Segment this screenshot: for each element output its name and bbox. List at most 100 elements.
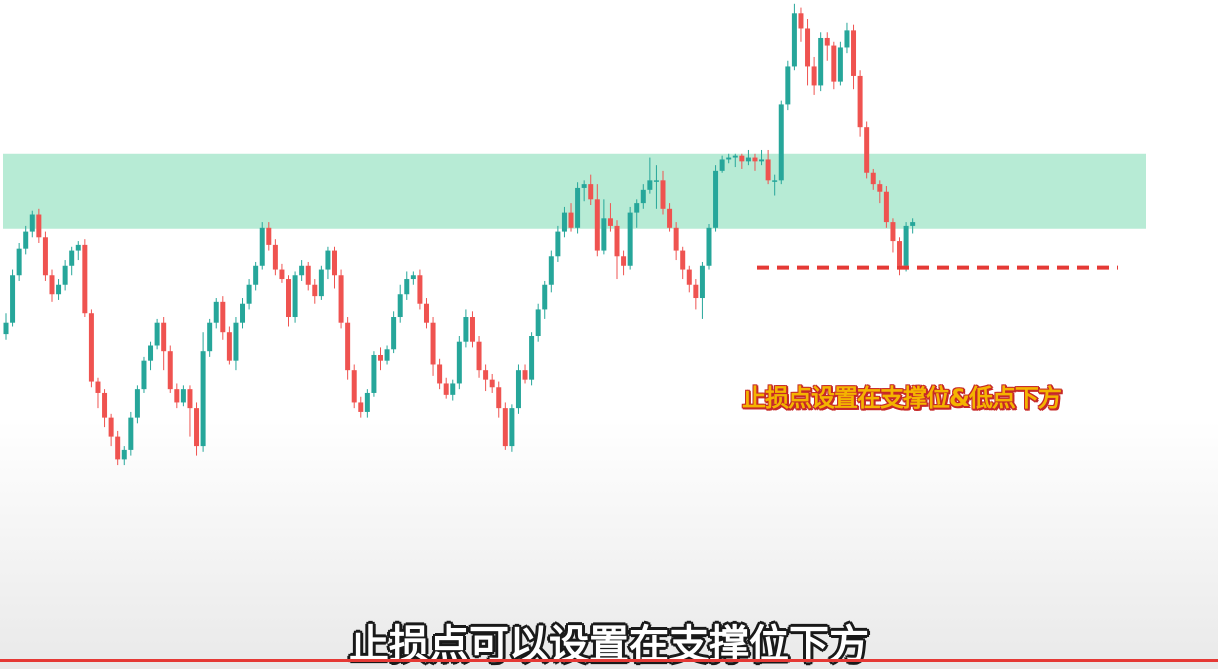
candle-body (121, 449, 127, 460)
candle (824, 32, 830, 61)
candle-body (864, 127, 870, 173)
candle (279, 263, 285, 283)
candle (325, 246, 331, 280)
candle-body (220, 301, 226, 333)
candle-body (870, 172, 876, 185)
candle (95, 377, 101, 409)
candle-body (555, 231, 561, 257)
candle-body (292, 275, 298, 318)
candle-body (187, 389, 193, 409)
candle (410, 271, 416, 285)
candle (726, 153, 732, 164)
candle-body (154, 322, 160, 346)
candle-body (253, 265, 259, 285)
candle (154, 318, 160, 350)
candle (476, 336, 482, 378)
candle-body (483, 370, 489, 380)
candle (548, 250, 554, 293)
candle-body (713, 170, 719, 228)
candle-body (752, 157, 758, 162)
candle (49, 269, 55, 302)
candle-body (200, 351, 206, 447)
candle-body (95, 381, 101, 393)
candle (607, 203, 613, 232)
candle-body (785, 66, 791, 105)
candle (272, 239, 278, 276)
candle-body (739, 155, 745, 162)
candle (358, 396, 364, 418)
candle (16, 242, 22, 281)
candle (213, 298, 219, 329)
candle (594, 184, 600, 257)
candle (857, 70, 863, 137)
candle-body (246, 284, 252, 304)
candle (115, 430, 121, 466)
candle-body (818, 37, 824, 86)
candle (318, 265, 324, 300)
candle (818, 32, 824, 92)
candle (489, 373, 495, 393)
candle-body (82, 244, 88, 314)
candle (713, 165, 719, 232)
candle (29, 210, 35, 238)
video-progress-fill (0, 659, 1218, 662)
candle-body (851, 30, 857, 76)
candle-body (377, 354, 383, 361)
candle (555, 225, 561, 262)
candle (772, 174, 778, 196)
candle (180, 385, 186, 407)
candle-body (213, 301, 219, 323)
candle-body (910, 222, 916, 226)
candle (299, 260, 305, 281)
candle-body (706, 227, 712, 266)
candle (207, 318, 213, 357)
candle-body (627, 212, 633, 266)
candle-body (69, 250, 75, 266)
candle (535, 303, 541, 342)
candle (483, 364, 489, 392)
candle-body (148, 345, 154, 361)
candle-body (312, 284, 318, 297)
candle (82, 239, 88, 318)
candle (463, 309, 469, 348)
candle-body (634, 203, 640, 213)
candle (397, 284, 403, 323)
candle-body (62, 265, 68, 285)
candle (36, 208, 42, 243)
candle (601, 199, 607, 255)
candle (233, 317, 239, 371)
candle (62, 260, 68, 291)
candle-body (345, 322, 351, 371)
candle-body (581, 184, 587, 188)
candle (377, 347, 383, 371)
candle-body (515, 370, 521, 409)
candle (75, 241, 81, 261)
candle-body (824, 37, 830, 46)
candle (686, 265, 692, 293)
candle-body (765, 159, 771, 181)
candle-body (542, 284, 548, 310)
candle-body (443, 383, 449, 395)
candle (292, 271, 298, 323)
candle-body (29, 214, 35, 232)
candle-body (890, 222, 896, 242)
candle-body (36, 214, 42, 238)
candle-body (653, 180, 659, 182)
candle-body (240, 303, 246, 323)
candle-body (102, 392, 108, 418)
candle-body (141, 360, 147, 390)
candle-body (621, 256, 627, 266)
candle-body (640, 189, 646, 204)
candle (660, 170, 666, 215)
candle (844, 22, 850, 54)
candle (864, 121, 870, 179)
candle (246, 279, 252, 310)
stop-loss-annotation: 止损点设置在支撑位&低点下方 (742, 384, 1062, 412)
candle (338, 269, 344, 329)
candle (522, 364, 528, 384)
candle (634, 199, 640, 228)
candle (542, 280, 548, 319)
candle-body (391, 317, 397, 350)
candle (811, 56, 817, 95)
candle-body (332, 250, 337, 276)
